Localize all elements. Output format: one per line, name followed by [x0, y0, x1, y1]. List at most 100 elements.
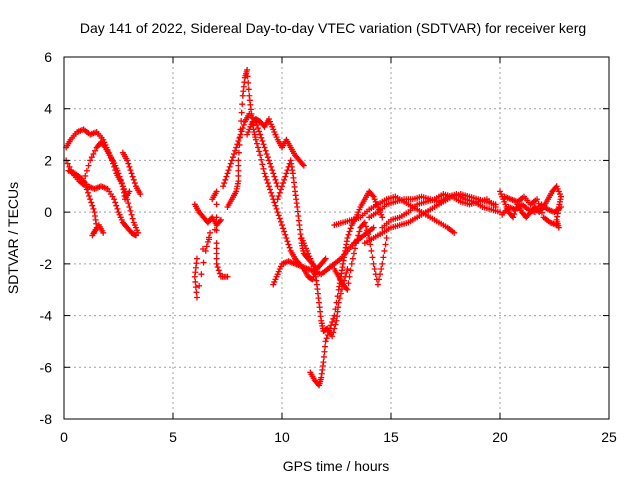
chart-title: Day 141 of 2022, Sidereal Day-to-day VTE…	[80, 20, 586, 36]
data-point	[349, 255, 356, 262]
data-point	[367, 241, 374, 248]
data-point	[213, 260, 220, 267]
y-tick-label: 0	[44, 204, 52, 220]
data-point	[84, 189, 91, 196]
data-point	[325, 328, 332, 335]
data-point	[222, 176, 229, 183]
data-point	[537, 205, 544, 212]
x-tick-label: 20	[492, 429, 508, 445]
data-point	[129, 215, 136, 222]
data-point	[553, 222, 560, 229]
data-point	[238, 117, 245, 124]
y-tick-label: -6	[40, 359, 53, 375]
data-point	[323, 335, 330, 342]
data-point	[193, 294, 200, 301]
data-point	[255, 125, 262, 132]
data-point	[213, 240, 220, 247]
series-arc22	[501, 193, 560, 229]
data-point	[86, 192, 93, 199]
data-point	[382, 241, 389, 248]
data-point	[322, 255, 329, 262]
data-point	[346, 228, 353, 235]
data-point	[369, 254, 376, 261]
data-point	[223, 173, 230, 180]
series-arc6	[191, 201, 224, 301]
data-point	[272, 176, 279, 183]
data-point	[125, 160, 132, 167]
data-point	[216, 218, 223, 225]
data-point	[237, 126, 244, 133]
data-point	[280, 180, 287, 187]
data-point	[334, 293, 341, 300]
data-point	[226, 163, 233, 170]
data-point	[117, 176, 124, 183]
data-point	[451, 229, 458, 236]
data-point	[324, 331, 331, 338]
data-point	[215, 267, 222, 274]
data-point	[343, 285, 350, 292]
data-point	[376, 276, 383, 283]
data-point	[370, 224, 377, 231]
data-point	[85, 162, 92, 169]
series-arc9	[224, 66, 329, 283]
data-point	[228, 157, 235, 164]
data-point	[125, 200, 132, 207]
data-point	[64, 160, 71, 167]
data-point	[534, 196, 541, 203]
data-point	[231, 150, 238, 157]
x-axis-label: GPS time / hours	[283, 458, 390, 474]
data-point	[253, 140, 260, 147]
data-point	[276, 189, 283, 196]
data-point	[113, 202, 120, 209]
data-point	[379, 260, 386, 267]
data-point	[322, 343, 329, 350]
data-point	[274, 196, 281, 203]
plot-frame	[63, 56, 610, 420]
data-point	[268, 189, 275, 196]
series-arc4	[80, 139, 133, 203]
data-point	[233, 144, 240, 151]
data-point	[535, 200, 542, 207]
data-point	[344, 266, 351, 273]
data-point	[279, 222, 285, 229]
data-point	[261, 170, 268, 177]
data-point	[320, 353, 327, 360]
data-point	[269, 192, 276, 199]
data-point	[321, 348, 328, 355]
data-point	[263, 176, 270, 183]
data-point	[259, 161, 266, 168]
data-point	[198, 271, 205, 278]
data-point	[229, 154, 236, 161]
y-tick-label: -2	[40, 256, 53, 272]
data-point	[128, 211, 135, 218]
series-arc3	[65, 167, 139, 239]
data-point	[127, 167, 134, 174]
data-point	[320, 359, 327, 366]
x-tick-label: 15	[383, 429, 399, 445]
data-point	[370, 260, 377, 267]
data-point	[283, 235, 290, 241]
data-point	[380, 254, 387, 261]
data-point	[271, 199, 278, 206]
data-point	[369, 192, 376, 199]
data-point	[252, 136, 259, 143]
data-point	[267, 160, 274, 167]
data-point	[281, 228, 288, 235]
data-point	[362, 223, 369, 230]
data-point	[88, 199, 95, 206]
data-point	[326, 325, 333, 332]
series-arc7	[209, 188, 231, 280]
data-point	[126, 163, 133, 170]
data-point	[257, 131, 264, 138]
data-point	[89, 202, 96, 209]
data-point	[321, 256, 328, 263]
data-point	[225, 167, 232, 174]
data-point	[193, 289, 200, 296]
data-point	[130, 176, 137, 183]
data-point	[330, 315, 337, 322]
data-point	[371, 266, 378, 273]
data-point	[213, 227, 220, 234]
data-point	[259, 138, 266, 145]
data-point	[244, 66, 251, 73]
